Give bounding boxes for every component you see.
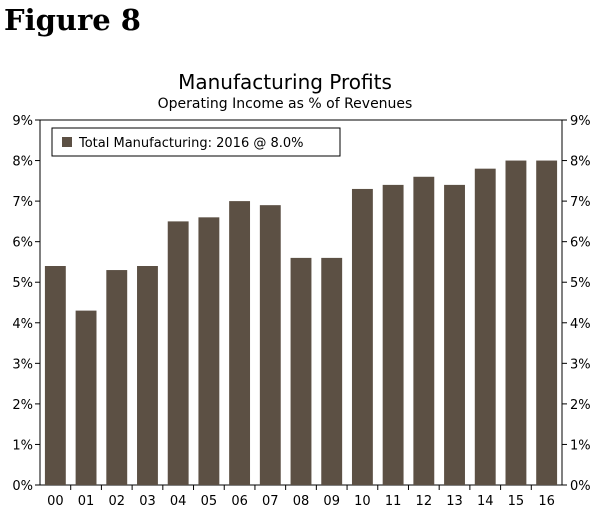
x-tick-label-12: 12 <box>416 494 433 509</box>
bar-08 <box>290 257 312 485</box>
bar-04 <box>167 221 189 485</box>
y-tick-label-right: 7% <box>570 195 591 210</box>
legend-box <box>51 127 341 157</box>
y-tick-label-left: 8% <box>12 155 33 170</box>
y-tick-label-right: 0% <box>570 479 591 494</box>
bar-12 <box>413 176 435 485</box>
bar-03 <box>137 266 158 485</box>
y-tick-label-left: 9% <box>12 114 33 129</box>
bar-11 <box>382 184 404 485</box>
bars <box>44 160 558 486</box>
bar-06 <box>229 201 251 485</box>
y-axis-left: 0% 1% 2% 3% 4% 5% 6% 7% 8% 9% <box>12 114 40 494</box>
x-tick-label-03: 03 <box>139 494 156 509</box>
bar-14 <box>474 168 496 485</box>
bar-16 <box>536 160 558 486</box>
y-tick-label-left: 4% <box>12 317 33 332</box>
bar-15 <box>505 160 527 486</box>
x-tick-label-10: 10 <box>354 494 371 509</box>
y-tick-label-left: 6% <box>12 236 33 251</box>
y-tick-label-left: 7% <box>12 195 33 210</box>
y-tick-label-right: 5% <box>570 276 591 291</box>
x-tick-label-11: 11 <box>385 494 402 509</box>
figure-label: Figure 8 <box>4 3 141 37</box>
x-tick-label-14: 14 <box>477 494 494 509</box>
bar-13 <box>444 184 465 485</box>
x-tick-label-16: 16 <box>538 494 555 509</box>
x-tick-label-09: 09 <box>323 494 340 509</box>
bar-01 <box>75 310 97 485</box>
x-tick-label-00: 00 <box>47 494 64 509</box>
y-tick-label-right: 2% <box>570 398 591 413</box>
legend: Total Manufacturing: 2016 @ 8.0% <box>51 127 341 157</box>
y-tick-label-left: 0% <box>12 479 33 494</box>
x-axis: 00 01 02 03 04 05 06 07 08 09 10 11 12 13 14 15 16 <box>47 485 555 509</box>
x-tick-label-04: 04 <box>170 494 187 509</box>
y-tick-label-left: 5% <box>12 276 33 291</box>
bar-05 <box>198 217 220 486</box>
bar-10 <box>351 188 373 485</box>
x-tick-label-01: 01 <box>78 494 95 509</box>
y-tick-label-right: 3% <box>570 357 591 372</box>
y-tick-label-left: 1% <box>12 438 33 453</box>
y-tick-label-right: 9% <box>570 114 591 129</box>
bar-00 <box>44 266 66 485</box>
x-tick-label-08: 08 <box>293 494 310 509</box>
y-tick-label-left: 2% <box>12 398 33 413</box>
x-tick-label-15: 15 <box>508 494 525 509</box>
bar-07 <box>259 205 281 485</box>
chart-title: Manufacturing Profits <box>178 70 392 94</box>
x-tick-label-06: 06 <box>231 494 248 509</box>
y-tick-label-right: 1% <box>570 438 591 453</box>
y-tick-label-right: 6% <box>570 236 591 251</box>
bar-09 <box>321 257 343 485</box>
x-tick-label-05: 05 <box>201 494 218 509</box>
legend-swatch <box>62 137 72 147</box>
bar-02 <box>106 270 128 485</box>
x-tick-label-02: 02 <box>108 494 125 509</box>
y-tick-label-right: 4% <box>570 317 591 332</box>
x-tick-label-07: 07 <box>262 494 279 509</box>
y-tick-label-right: 8% <box>570 155 591 170</box>
legend-label: Total Manufacturing: 2016 @ 8.0% <box>78 136 304 151</box>
x-tick-label-13: 13 <box>446 494 463 509</box>
y-tick-label-left: 3% <box>12 357 33 372</box>
chart-subtitle: Operating Income as % of Revenues <box>158 96 413 112</box>
y-axis-right: 0% 1% 2% 3% 4% 5% 6% 7% 8% 9% <box>562 114 591 494</box>
